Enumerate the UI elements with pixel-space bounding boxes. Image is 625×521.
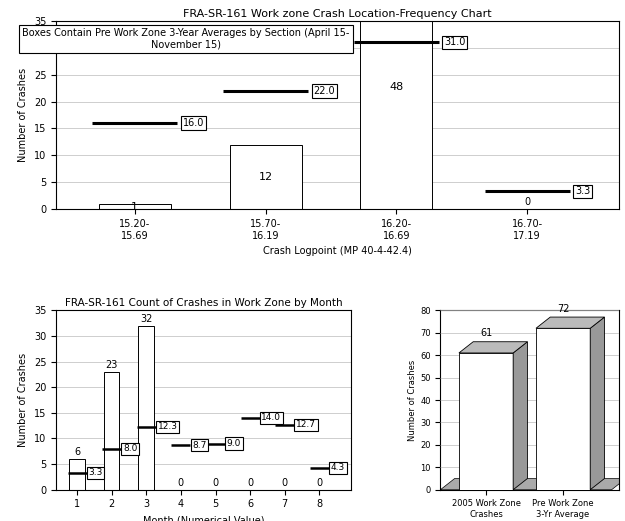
Text: 8.7: 8.7 xyxy=(192,441,206,450)
Text: 8.0: 8.0 xyxy=(123,444,138,453)
Y-axis label: Number of Crashes: Number of Crashes xyxy=(19,68,29,162)
Text: 0: 0 xyxy=(247,478,253,488)
Polygon shape xyxy=(536,317,604,328)
Text: 48: 48 xyxy=(389,82,404,92)
Text: 12: 12 xyxy=(259,172,272,182)
Text: 4.3: 4.3 xyxy=(331,463,345,472)
Bar xyxy=(69,459,85,490)
Bar xyxy=(361,0,432,209)
Bar xyxy=(104,372,119,490)
Text: 0: 0 xyxy=(213,478,219,488)
Text: 3.3: 3.3 xyxy=(88,468,102,477)
Text: 14.0: 14.0 xyxy=(261,414,281,423)
Text: 12.7: 12.7 xyxy=(296,420,316,429)
Text: 0: 0 xyxy=(524,197,530,207)
Text: 9.0: 9.0 xyxy=(227,439,241,448)
Text: 12.3: 12.3 xyxy=(158,422,177,431)
Text: 22.0: 22.0 xyxy=(313,86,335,96)
Text: 16.0: 16.0 xyxy=(182,118,204,128)
Polygon shape xyxy=(441,478,625,490)
Text: 3.3: 3.3 xyxy=(575,187,590,196)
Text: 61: 61 xyxy=(480,328,492,338)
X-axis label: Crash Logpoint (MP 40-4-42.4): Crash Logpoint (MP 40-4-42.4) xyxy=(263,246,412,256)
Text: 0: 0 xyxy=(316,478,322,488)
Y-axis label: Number of Crashes: Number of Crashes xyxy=(19,353,29,447)
Text: Boxes Contain Pre Work Zone 3-Year Averages by Section (April 15-
November 15): Boxes Contain Pre Work Zone 3-Year Avera… xyxy=(22,28,349,50)
Bar xyxy=(459,353,513,490)
Bar xyxy=(139,326,154,490)
Bar xyxy=(229,145,301,209)
Title: FRA-SR-161 Work zone Crash Location-Frequency Chart: FRA-SR-161 Work zone Crash Location-Freq… xyxy=(183,9,492,19)
Title: FRA-SR-161 Count of Crashes in Work Zone by Month: FRA-SR-161 Count of Crashes in Work Zone… xyxy=(64,298,343,308)
Text: 0: 0 xyxy=(178,478,184,488)
Polygon shape xyxy=(459,342,528,353)
Text: 23: 23 xyxy=(106,360,118,370)
Text: 32: 32 xyxy=(140,314,152,324)
Bar xyxy=(99,204,171,209)
Polygon shape xyxy=(590,317,604,490)
X-axis label: Month (Numerical Value): Month (Numerical Value) xyxy=(142,515,264,521)
Polygon shape xyxy=(513,342,528,490)
Bar xyxy=(536,328,590,490)
Text: 31.0: 31.0 xyxy=(444,38,466,47)
Text: 0: 0 xyxy=(282,478,288,488)
Text: 72: 72 xyxy=(557,304,569,314)
Text: 1: 1 xyxy=(131,202,138,212)
Text: 6: 6 xyxy=(74,447,80,457)
Y-axis label: Number of Crashes: Number of Crashes xyxy=(408,359,418,441)
